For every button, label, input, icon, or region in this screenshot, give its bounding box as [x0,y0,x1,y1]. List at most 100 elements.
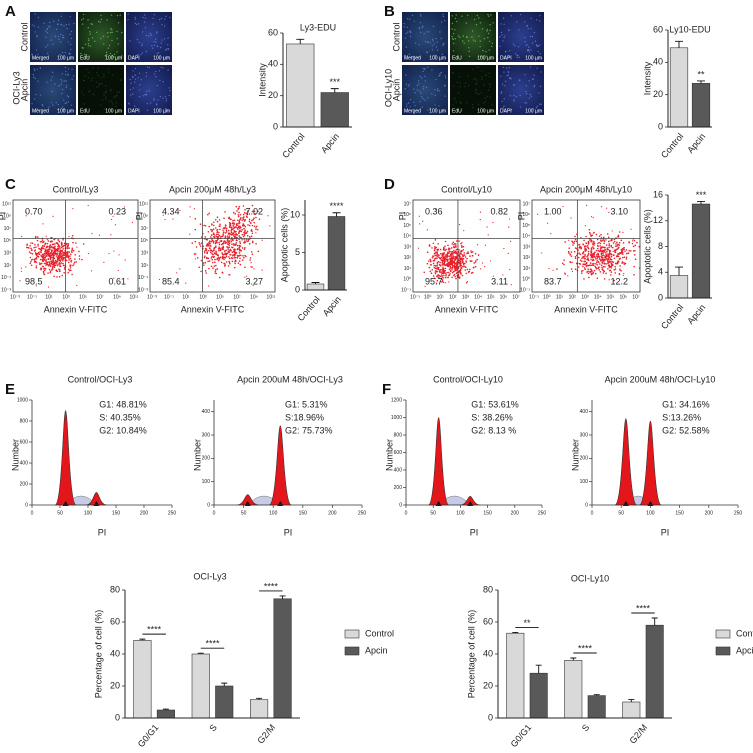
phase-stat: G2: 75.73% [285,425,333,435]
event-dot [591,270,593,273]
event-dot [605,272,607,275]
event-dot [460,242,462,245]
row-label: Apcin [19,79,29,102]
event-dot [228,232,230,234]
event-dot [219,240,222,242]
cell-dot [499,45,501,47]
event-dot [253,268,255,270]
event-dot [433,264,435,267]
cell-dot [537,50,540,53]
event-dot [252,218,255,221]
event-dot [439,248,442,251]
cell-dot [486,30,488,32]
cell-dot [89,89,91,92]
event-dot [45,262,47,265]
event-dot [196,257,199,259]
cell-dot [462,35,464,37]
cell-dot [451,28,453,30]
event-dot [224,253,226,256]
event-dot [25,266,27,268]
event-dot [224,211,226,213]
cell-dot [50,39,52,41]
cell-dot [153,14,156,16]
event-dot [561,262,564,265]
cell-dot [106,53,108,56]
event-dot [601,254,603,257]
event-dot [234,254,236,257]
event-dot [244,230,246,233]
cell-dot [121,67,123,70]
event-dot [619,269,621,271]
cell-dot [83,94,85,96]
event-dot [37,245,39,247]
event-dot [68,268,70,271]
event-dot [604,252,607,254]
event-dot [57,259,59,261]
event-dot [564,241,566,243]
event-dot [438,254,440,257]
event-dot [238,222,240,225]
event-dot [56,242,58,244]
cell-dot [107,32,109,34]
event-dot [444,267,447,270]
event-dot [90,270,93,272]
event-dot [60,250,62,253]
cell-dot [36,68,38,70]
event-dot [596,247,599,250]
cell-dot [432,25,435,28]
event-dot [224,264,227,266]
event-dot [593,240,595,243]
event-dot [218,231,220,234]
cell-dot [161,23,163,26]
cell-dot [120,55,123,57]
histogram-peak [459,495,481,506]
y-tick-label: 10⁰ [403,277,411,283]
cell-dot [487,32,490,35]
event-dot [39,258,42,261]
event-dot [234,213,237,215]
event-dot [255,228,257,230]
event-dot [587,270,589,273]
panel-letter: A [5,3,16,20]
cell-dot [48,106,50,108]
cell-dot [466,36,468,38]
cell-dot [145,34,148,37]
cell-dot [65,86,67,89]
event-dot [591,246,594,248]
flow-title: Apcin 200μM 48h/Ly10 [540,184,632,194]
event-dot [213,224,215,227]
event-dot [209,240,211,242]
cell-dot [70,43,72,45]
cell-dot [474,78,477,80]
event-dot [234,233,236,236]
cell-dot [140,79,143,81]
cell-dot [436,89,439,92]
event-dot [30,252,32,254]
event-dot [35,256,38,259]
quadrant-value: 1.00 [544,206,562,216]
event-dot [43,245,45,247]
error-bar [311,282,320,284]
cell-dot [60,23,62,26]
event-dot [600,256,603,259]
cell-dot [153,40,155,43]
event-dot [162,214,164,216]
cell-dot [80,52,82,55]
cell-dot [164,95,167,98]
event-dot [449,263,452,266]
event-dot [636,241,638,244]
event-dot [434,265,437,267]
cell-dot [421,26,424,29]
event-dot [26,243,28,246]
x-tick-label: Control [296,294,322,323]
bar [191,653,210,719]
significance: *** [329,77,340,87]
cell-dot [32,73,35,76]
cell-dot [156,84,158,87]
event-dot [199,223,202,226]
cell-dot [99,21,101,23]
event-dot [587,250,590,253]
event-dot [623,248,625,251]
event-dot [214,227,217,229]
event-dot [255,225,258,228]
